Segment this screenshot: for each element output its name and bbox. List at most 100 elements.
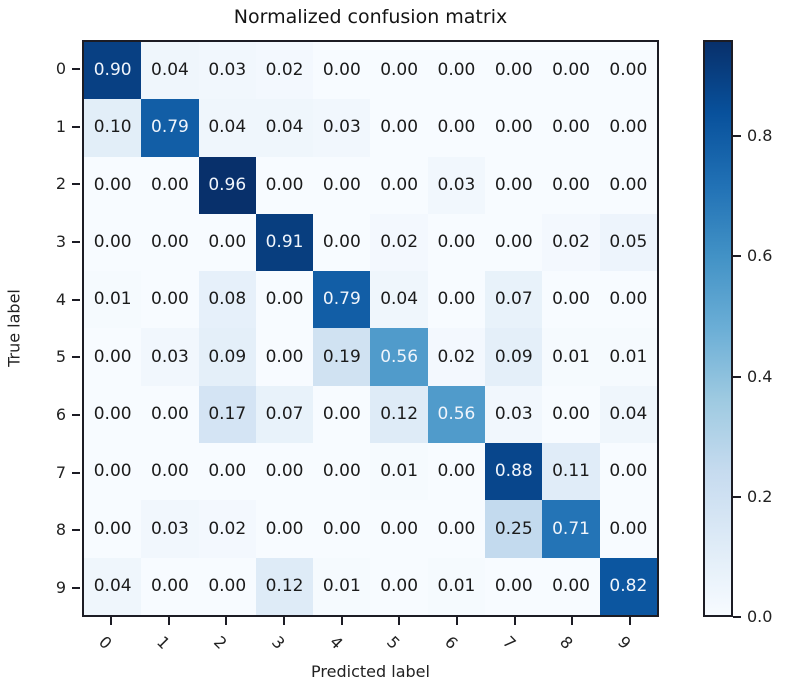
matrix-cell: 0.00 xyxy=(599,271,657,329)
matrix-cell: 0.00 xyxy=(313,156,371,214)
y-tick-mark xyxy=(72,587,80,590)
matrix-cell: 0.01 xyxy=(542,328,600,386)
matrix-cell: 0.01 xyxy=(370,443,428,501)
matrix-cell: 0.00 xyxy=(141,443,199,501)
colorbar-tick-label: 0.4 xyxy=(747,366,773,386)
x-tick-label: 5 xyxy=(383,632,405,653)
matrix-cell: 0.12 xyxy=(370,385,428,444)
matrix-cell: 0.71 xyxy=(542,500,600,558)
y-tick-label: 1 xyxy=(55,116,66,136)
matrix-cell: 0.00 xyxy=(599,156,657,214)
matrix-cell: 0.00 xyxy=(84,500,142,558)
y-tick-mark xyxy=(72,67,80,70)
matrix-cell: 0.02 xyxy=(198,500,256,558)
matrix-cell: 0.00 xyxy=(313,500,371,558)
matrix-cell: 0.00 xyxy=(370,156,428,214)
matrix-cell: 0.00 xyxy=(485,213,543,272)
matrix-cell: 0.00 xyxy=(255,500,314,558)
matrix-cell: 0.03 xyxy=(485,385,543,444)
matrix-cell: 0.00 xyxy=(485,156,543,214)
matrix-cell: 0.00 xyxy=(84,156,142,214)
matrix-cell: 0.00 xyxy=(542,271,600,329)
y-tick-label: 2 xyxy=(55,174,66,194)
x-tick-label: 3 xyxy=(267,632,289,653)
matrix-cell: 0.03 xyxy=(198,42,256,100)
x-tick-mark xyxy=(513,617,516,625)
matrix-cell: 0.00 xyxy=(141,156,199,214)
colorbar-tick-mark xyxy=(733,135,741,138)
matrix-cell: 0.12 xyxy=(255,557,314,615)
x-tick-label: 2 xyxy=(210,632,231,653)
matrix-cell: 0.04 xyxy=(370,271,428,329)
matrix-cell: 0.00 xyxy=(313,385,371,444)
y-tick-label: 0 xyxy=(55,58,66,78)
x-axis-label: Predicted label xyxy=(311,662,430,681)
colorbar-tick-label: 0.8 xyxy=(747,126,773,146)
matrix-cell: 0.00 xyxy=(198,213,256,272)
matrix-cell: 0.00 xyxy=(313,42,371,100)
y-tick-mark xyxy=(72,414,80,417)
x-tick-label: 4 xyxy=(325,632,347,653)
matrix-cell: 0.00 xyxy=(427,443,486,501)
matrix-cell: 0.00 xyxy=(255,271,314,329)
colorbar-tick-label: 0.2 xyxy=(747,486,773,506)
colorbar-tick-mark xyxy=(733,616,741,618)
matrix-cell: 0.00 xyxy=(427,500,486,558)
matrix-cell: 0.56 xyxy=(427,385,486,444)
matrix-cell: 0.03 xyxy=(141,500,199,558)
matrix-cell: 0.00 xyxy=(542,42,600,100)
matrix-cell: 0.00 xyxy=(427,271,486,329)
matrix-cell: 0.00 xyxy=(84,443,142,501)
matrix-cell: 0.00 xyxy=(255,156,314,214)
x-tick-mark xyxy=(629,617,632,625)
matrix-cell: 0.82 xyxy=(599,557,657,615)
y-tick-mark xyxy=(72,529,80,532)
heatmap-grid: 0.90 0.04 0.03 0.02 0.00 0.00 0.00 0.00 0.00 0.00… xyxy=(82,40,659,617)
x-tick-label: 8 xyxy=(556,632,578,653)
matrix-cell: 0.17 xyxy=(198,385,256,444)
x-tick-mark xyxy=(282,617,285,625)
matrix-cell: 0.91 xyxy=(255,213,314,272)
matrix-cell: 0.00 xyxy=(542,385,600,444)
matrix-cell: 0.00 xyxy=(313,443,371,501)
matrix-cell: 0.00 xyxy=(599,443,657,501)
matrix-cell: 0.00 xyxy=(141,557,199,615)
x-tick-label: 1 xyxy=(152,632,174,653)
matrix-cell: 0.96 xyxy=(198,156,256,214)
matrix-cell: 0.56 xyxy=(370,328,428,386)
matrix-cell: 0.07 xyxy=(255,385,314,444)
matrix-cell: 0.00 xyxy=(370,557,428,615)
matrix-cell: 0.03 xyxy=(141,328,199,386)
matrix-cell: 0.00 xyxy=(599,99,657,157)
matrix-cell: 0.11 xyxy=(542,443,600,501)
x-tick-label: 0 xyxy=(94,632,116,653)
y-tick-label: 6 xyxy=(55,405,66,425)
chart-title: Normalized confusion matrix xyxy=(233,6,508,28)
x-tick-mark xyxy=(398,617,401,625)
matrix-cell: 0.00 xyxy=(427,42,486,100)
matrix-cell: 0.00 xyxy=(485,557,543,615)
matrix-cell: 0.90 xyxy=(84,42,142,100)
x-tick-mark xyxy=(109,617,112,625)
matrix-cell: 0.04 xyxy=(255,99,314,157)
x-tick-label: 9 xyxy=(614,632,635,653)
x-tick-mark xyxy=(225,617,228,625)
colorbar-tick-mark xyxy=(733,375,741,378)
y-tick-label: 8 xyxy=(55,520,66,540)
matrix-cell: 0.02 xyxy=(427,328,486,386)
matrix-cell: 0.00 xyxy=(599,42,657,100)
colorbar-tick-mark xyxy=(733,255,741,258)
x-tick-mark xyxy=(456,617,459,625)
colorbar-tick-label: 0.6 xyxy=(747,246,773,266)
matrix-cell: 0.88 xyxy=(485,443,543,501)
matrix-cell: 0.08 xyxy=(198,271,256,329)
matrix-cell: 0.03 xyxy=(313,99,371,157)
colorbar xyxy=(703,40,733,617)
x-tick-mark xyxy=(571,617,574,625)
matrix-cell: 0.00 xyxy=(599,500,657,558)
matrix-cell: 0.02 xyxy=(542,213,600,272)
matrix-cell: 0.01 xyxy=(427,557,486,615)
matrix-cell: 0.00 xyxy=(198,443,256,501)
colorbar-tick-label: 0.0 xyxy=(747,607,773,626)
